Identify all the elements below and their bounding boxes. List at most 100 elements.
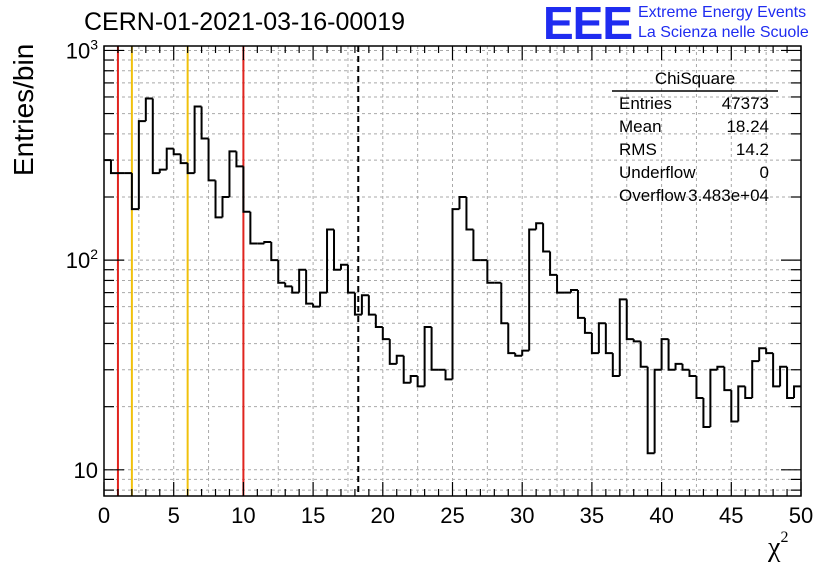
stats-row-value: 3.483e+04 — [688, 186, 769, 205]
histogram-bin — [235, 151, 244, 168]
histogram-bin — [388, 339, 397, 365]
histogram-bin — [277, 260, 286, 284]
histogram-bin — [416, 376, 425, 388]
histogram-bin — [360, 294, 369, 315]
histogram-bin — [312, 303, 321, 308]
histogram-bin — [423, 325, 432, 387]
histogram-bin — [528, 228, 537, 351]
histogram-bin — [430, 326, 439, 371]
histogram-bin — [451, 208, 460, 380]
x-tick-label: 10 — [231, 503, 255, 528]
histogram-bin — [618, 298, 627, 377]
histogram-bin — [409, 375, 418, 383]
histogram-bin — [263, 241, 272, 244]
histogram-bin — [221, 196, 230, 218]
histogram-bin — [270, 242, 279, 262]
histogram-bin — [381, 326, 390, 341]
histogram-bin — [660, 338, 669, 370]
histogram-bin — [681, 363, 690, 371]
stats-box-title: ChiSquare — [655, 69, 735, 88]
histogram-bin — [521, 349, 530, 356]
histogram-bin — [186, 163, 195, 175]
histogram-bin — [305, 269, 314, 305]
histogram-bin — [458, 196, 467, 210]
histogram-bin — [179, 154, 188, 165]
x-tick-label: 25 — [440, 503, 464, 528]
histogram-bin — [214, 180, 223, 219]
histogram-bin — [639, 341, 648, 368]
x-tick-label: 15 — [301, 503, 325, 528]
histogram-bin — [507, 323, 516, 355]
x-tick-label: 20 — [371, 503, 395, 528]
stats-row-value: 0 — [760, 163, 769, 182]
histogram-bin — [758, 347, 767, 362]
histogram-bin — [786, 366, 795, 400]
histogram-bin — [583, 317, 592, 334]
histogram-bin — [549, 251, 558, 276]
histogram-bin — [109, 160, 118, 175]
histogram-bin — [695, 376, 704, 400]
histogram-bin — [556, 274, 565, 294]
histogram-bin — [779, 365, 788, 387]
histogram-bin — [737, 385, 746, 422]
histogram-bin — [765, 348, 774, 355]
histogram-bin — [291, 286, 300, 294]
stats-row-label: Mean — [619, 117, 662, 136]
stats-row-label: Underflow — [619, 163, 696, 182]
histogram-bin — [542, 223, 551, 253]
histogram-bin — [597, 322, 606, 354]
histogram-bin — [514, 353, 523, 357]
histogram-bin — [723, 366, 732, 392]
histogram-bin — [744, 386, 753, 400]
y-tick-label: 10 — [74, 458, 98, 483]
x-tick-label: 50 — [789, 503, 813, 528]
histogram-bin — [200, 106, 209, 140]
chart-title: CERN-01-2021-03-16-00019 — [84, 8, 406, 36]
y-tick-label: 103 — [66, 36, 98, 63]
histogram-bin — [751, 360, 760, 399]
histogram-bin — [632, 339, 641, 343]
histogram-bin — [151, 98, 160, 175]
histogram-bin — [374, 314, 383, 328]
x-tick-label: 5 — [168, 503, 180, 528]
histogram-bin — [353, 292, 362, 316]
histogram-bin — [653, 368, 662, 454]
histogram-bin — [535, 222, 544, 230]
histogram-bin — [193, 105, 202, 174]
x-tick-label: 0 — [98, 503, 110, 528]
histogram-bin — [346, 264, 355, 294]
histogram-bin — [242, 166, 251, 213]
histogram-bin — [709, 368, 718, 428]
histogram-bin — [319, 291, 328, 307]
histogram-bin — [702, 398, 711, 429]
histogram-bin — [646, 366, 655, 455]
histogram-bin — [207, 138, 216, 182]
histogram-bin — [333, 229, 341, 271]
histogram-bin — [402, 355, 411, 384]
histogram-bin — [730, 390, 739, 423]
histogram-bin — [326, 228, 335, 293]
stats-row-value: 14.2 — [736, 140, 769, 159]
histogram-bin — [604, 323, 613, 355]
histogram-bin — [284, 282, 293, 288]
stats-row-value: 18.24 — [726, 117, 769, 136]
histogram-bin — [298, 268, 307, 293]
histogram-bin — [793, 385, 801, 399]
logo-tagline-2: La Scienza nelle Scuole — [638, 24, 809, 41]
stats-row-value: 47373 — [722, 94, 769, 113]
histogram-bin — [576, 290, 585, 319]
histogram-bin — [444, 369, 453, 381]
histogram-bin — [130, 173, 139, 211]
x-tick-label: 45 — [719, 503, 743, 528]
histogram-bin — [249, 211, 258, 245]
y-tick-label: 102 — [66, 246, 98, 273]
histogram-bin — [716, 365, 725, 370]
histogram-bin — [688, 369, 697, 378]
x-axis-label-exponent: 2 — [780, 528, 789, 546]
histogram-bin — [611, 353, 620, 378]
histogram-bin — [395, 354, 404, 364]
histogram-bin — [172, 148, 181, 156]
x-axis-label-symbol: χ — [768, 532, 781, 563]
stats-row-label: RMS — [619, 140, 657, 159]
histogram-bin — [569, 289, 578, 293]
